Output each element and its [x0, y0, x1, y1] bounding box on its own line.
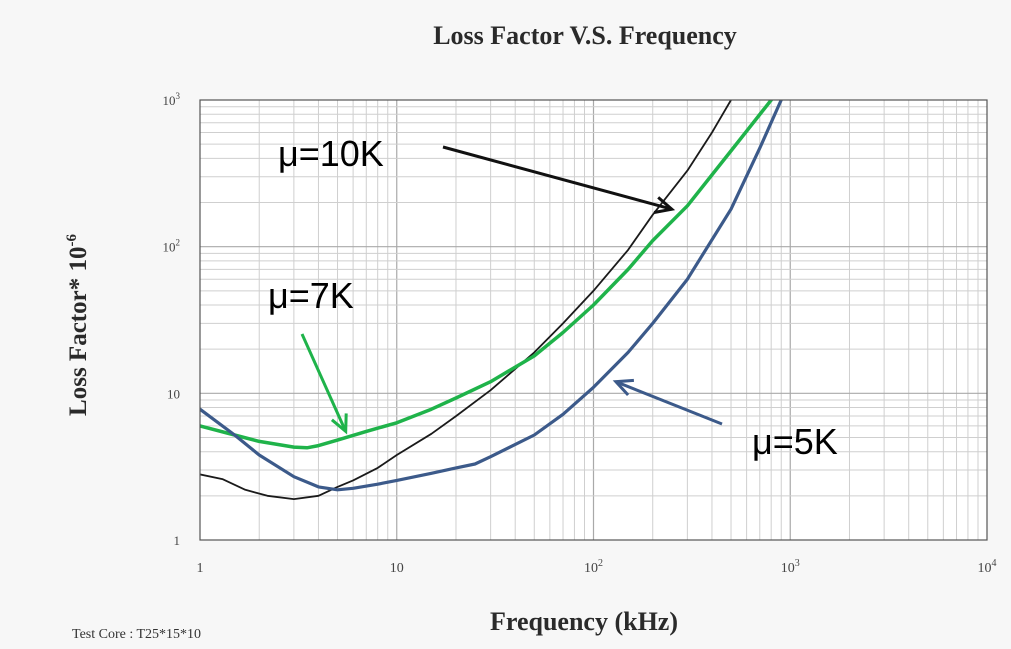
x-tick-label: 1: [197, 561, 204, 576]
series-line-3: [200, 100, 783, 492]
y-tick-base: 10: [167, 386, 180, 401]
series-annotation-label: μ=7K: [268, 275, 354, 316]
annotation-arrow-shaft: [300, 333, 348, 433]
x-tick-base: 10: [390, 561, 404, 576]
y-tick-label: 10: [167, 386, 180, 401]
y-tick-base: 10: [163, 240, 176, 255]
x-tick-base: 10: [978, 561, 992, 576]
y-axis-label: Loss Factor* 10-6: [64, 234, 92, 416]
x-tick-label: 10: [390, 561, 404, 576]
y-tick-label: 1: [174, 533, 181, 548]
series-layer: [200, 100, 783, 501]
x-tick-label: 104: [978, 558, 997, 576]
x-tick-exponent: 3: [795, 558, 800, 569]
y-tick-label: 102: [163, 238, 181, 255]
x-tick-base: 10: [584, 561, 598, 576]
annotation-arrow-head: [612, 378, 635, 397]
x-tick-exponent: 4: [992, 558, 997, 569]
y-axis-label-main: Loss Factor* 10: [65, 247, 92, 416]
y-tick-base: 1: [174, 533, 181, 548]
x-tick-labels: 1 10 102 103 104: [197, 558, 997, 576]
x-axis-label: Frequency (kHz): [490, 607, 678, 636]
x-tick-base: 10: [781, 561, 795, 576]
x-tick-base: 1: [197, 561, 204, 576]
chart-title: Loss Factor V.S. Frequency: [433, 21, 737, 50]
annotation-arrow-head: [653, 196, 676, 214]
annotations-layer: μ=10K μ=7K μ=5K: [268, 133, 838, 462]
series-line-1: [200, 100, 732, 501]
test-core-footnote: Test Core : T25*15*10: [72, 627, 201, 642]
annotation-arrow-shaft: [442, 145, 673, 211]
series-annotation-label: μ=5K: [752, 421, 838, 462]
y-tick-label: 103: [163, 91, 181, 108]
series-line-2: [200, 100, 773, 450]
annotation-arrow-head: [330, 413, 348, 435]
y-tick-exponent: 3: [176, 91, 181, 101]
plot-frame: [199, 99, 988, 541]
x-tick-label: 102: [584, 558, 603, 576]
y-axis-label-superscript: -6: [64, 234, 80, 247]
x-tick-label: 103: [781, 558, 800, 576]
y-tick-exponent: 2: [176, 238, 181, 248]
series-annotation-label: μ=10K: [278, 133, 384, 174]
y-tick-base: 10: [163, 93, 176, 108]
annotation-arrow-shaft: [615, 380, 723, 426]
x-tick-exponent: 2: [598, 558, 603, 569]
